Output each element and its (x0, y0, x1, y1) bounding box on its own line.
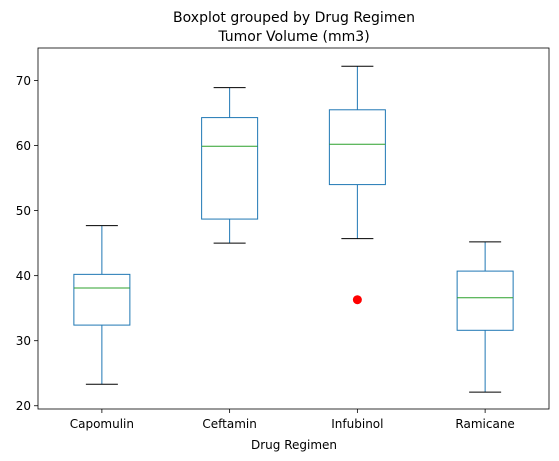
y-tick-label: 50 (16, 204, 31, 218)
x-tick-label: Capomulin (70, 417, 134, 431)
box-iqr (73, 273, 131, 326)
y-tick-label: 60 (16, 139, 31, 153)
box-group-ceftamin (201, 87, 259, 244)
box-group-capomulin (73, 225, 131, 385)
outlier-point (352, 295, 362, 305)
chart-subtitle: Tumor Volume (mm3) (217, 29, 369, 45)
y-tick-label: 40 (16, 269, 31, 283)
x-tick-label: Ceftamin (202, 417, 256, 431)
axes-frame (37, 47, 550, 410)
box-iqr (201, 117, 259, 220)
x-axis-label: Drug Regimen (251, 438, 337, 452)
chart-title: Boxplot grouped by Drug Regimen (173, 10, 415, 26)
box-group-infubinol (328, 65, 386, 305)
y-tick-label: 20 (16, 399, 31, 413)
y-tick-label: 30 (16, 334, 31, 348)
y-axis: 20 30 40 50 60 70 (16, 74, 38, 413)
y-tick-label: 70 (16, 74, 31, 88)
box-iqr (328, 109, 386, 186)
x-tick-label: Ramicane (455, 417, 514, 431)
plot-area (73, 65, 514, 393)
x-axis: Capomulin Ceftamin Infubinol Ramicane (70, 409, 515, 431)
box-iqr (456, 270, 514, 331)
box-group-ramicane (456, 241, 514, 393)
x-tick-label: Infubinol (331, 417, 383, 431)
